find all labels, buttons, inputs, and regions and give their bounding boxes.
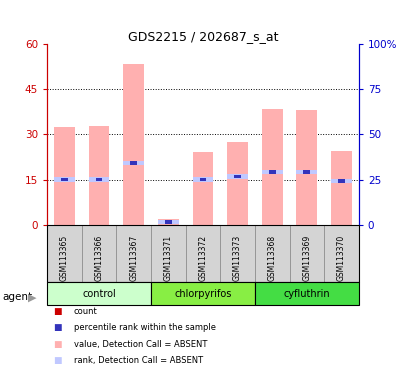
Text: GSM113372: GSM113372 — [198, 235, 207, 281]
Text: GSM113367: GSM113367 — [129, 235, 138, 281]
Text: value, Detection Call = ABSENT: value, Detection Call = ABSENT — [74, 339, 207, 349]
Bar — [234, 175, 240, 178]
Bar — [324, 225, 358, 282]
Bar — [330, 151, 351, 225]
Text: ■: ■ — [53, 307, 62, 316]
Text: ■: ■ — [53, 323, 62, 333]
Bar — [227, 174, 247, 179]
Bar — [47, 225, 81, 282]
Bar — [123, 64, 144, 225]
Text: GSM113369: GSM113369 — [301, 235, 310, 281]
Bar — [157, 220, 178, 224]
Text: chlorpyrifos: chlorpyrifos — [174, 289, 231, 299]
Text: GSM113365: GSM113365 — [60, 235, 69, 281]
Bar — [47, 282, 151, 305]
Text: GSM113366: GSM113366 — [94, 235, 103, 281]
Bar — [157, 218, 178, 225]
Bar — [88, 126, 109, 225]
Bar — [54, 127, 75, 225]
Bar — [61, 178, 67, 181]
Text: rank, Detection Call = ABSENT: rank, Detection Call = ABSENT — [74, 356, 202, 365]
Bar — [303, 170, 309, 174]
Text: agent: agent — [2, 292, 32, 302]
Bar — [254, 225, 289, 282]
Bar — [227, 142, 247, 225]
Text: GSM113373: GSM113373 — [232, 235, 241, 281]
Text: GSM113371: GSM113371 — [164, 235, 173, 281]
Bar — [296, 170, 317, 174]
Text: cyfluthrin: cyfluthrin — [283, 289, 329, 299]
Text: count: count — [74, 307, 97, 316]
Bar — [254, 282, 358, 305]
Bar — [185, 225, 220, 282]
Bar — [151, 282, 254, 305]
Bar — [296, 110, 317, 225]
Bar — [96, 178, 102, 181]
Bar — [261, 170, 282, 174]
Bar — [268, 170, 275, 174]
Bar — [192, 177, 213, 182]
Bar — [47, 225, 358, 282]
Bar — [54, 177, 75, 182]
Bar — [88, 177, 109, 182]
Bar — [130, 161, 137, 165]
Text: control: control — [82, 289, 116, 299]
Bar — [337, 179, 344, 183]
Bar — [164, 220, 171, 224]
Text: ▶: ▶ — [28, 292, 36, 302]
Text: percentile rank within the sample: percentile rank within the sample — [74, 323, 215, 333]
Bar — [289, 225, 324, 282]
Text: ■: ■ — [53, 356, 62, 365]
Bar — [220, 225, 254, 282]
Bar — [199, 178, 206, 181]
Title: GDS2215 / 202687_s_at: GDS2215 / 202687_s_at — [127, 30, 278, 43]
Bar — [192, 152, 213, 225]
Bar — [81, 225, 116, 282]
Text: ■: ■ — [53, 339, 62, 349]
Bar — [330, 179, 351, 183]
Bar — [116, 225, 151, 282]
Bar — [261, 109, 282, 225]
Text: GSM113368: GSM113368 — [267, 235, 276, 281]
Bar — [123, 161, 144, 165]
Bar — [151, 225, 185, 282]
Text: GSM113370: GSM113370 — [336, 235, 345, 281]
